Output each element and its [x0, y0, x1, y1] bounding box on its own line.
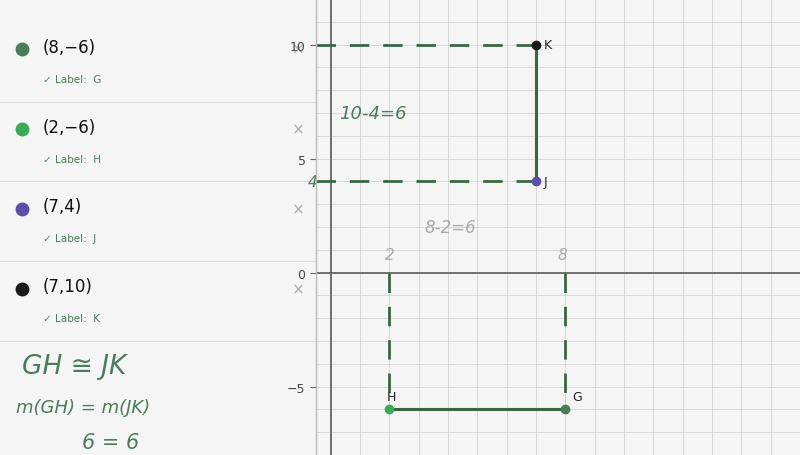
Text: K: K: [543, 39, 551, 52]
Text: ×: ×: [292, 202, 305, 217]
Text: m(GH) = m(JK): m(GH) = m(JK): [16, 398, 150, 416]
Text: G: G: [573, 389, 582, 403]
Text: 8-2=6: 8-2=6: [425, 218, 476, 236]
Text: (7,4): (7,4): [42, 198, 82, 216]
Text: ×: ×: [292, 282, 305, 296]
Text: H: H: [386, 389, 396, 403]
Text: 10-4=6: 10-4=6: [339, 104, 407, 122]
Text: ✓ Label:  H: ✓ Label: H: [42, 154, 101, 164]
Text: (7,10): (7,10): [42, 278, 93, 296]
Text: ×: ×: [292, 43, 305, 57]
Text: GH ≅ JK: GH ≅ JK: [22, 353, 126, 379]
Text: 6 = 6: 6 = 6: [82, 432, 139, 452]
Text: (2,−6): (2,−6): [42, 118, 96, 136]
Text: (8,−6): (8,−6): [42, 39, 96, 57]
Text: 8: 8: [558, 248, 567, 263]
Text: 2: 2: [385, 248, 394, 263]
Text: ×: ×: [292, 122, 305, 137]
Text: 4: 4: [308, 175, 318, 189]
Text: ✓ Label:  K: ✓ Label: K: [42, 313, 100, 324]
Text: ✓ Label:  J: ✓ Label: J: [42, 234, 96, 244]
Text: J: J: [543, 176, 547, 188]
Text: ✓ Label:  G: ✓ Label: G: [42, 75, 101, 85]
